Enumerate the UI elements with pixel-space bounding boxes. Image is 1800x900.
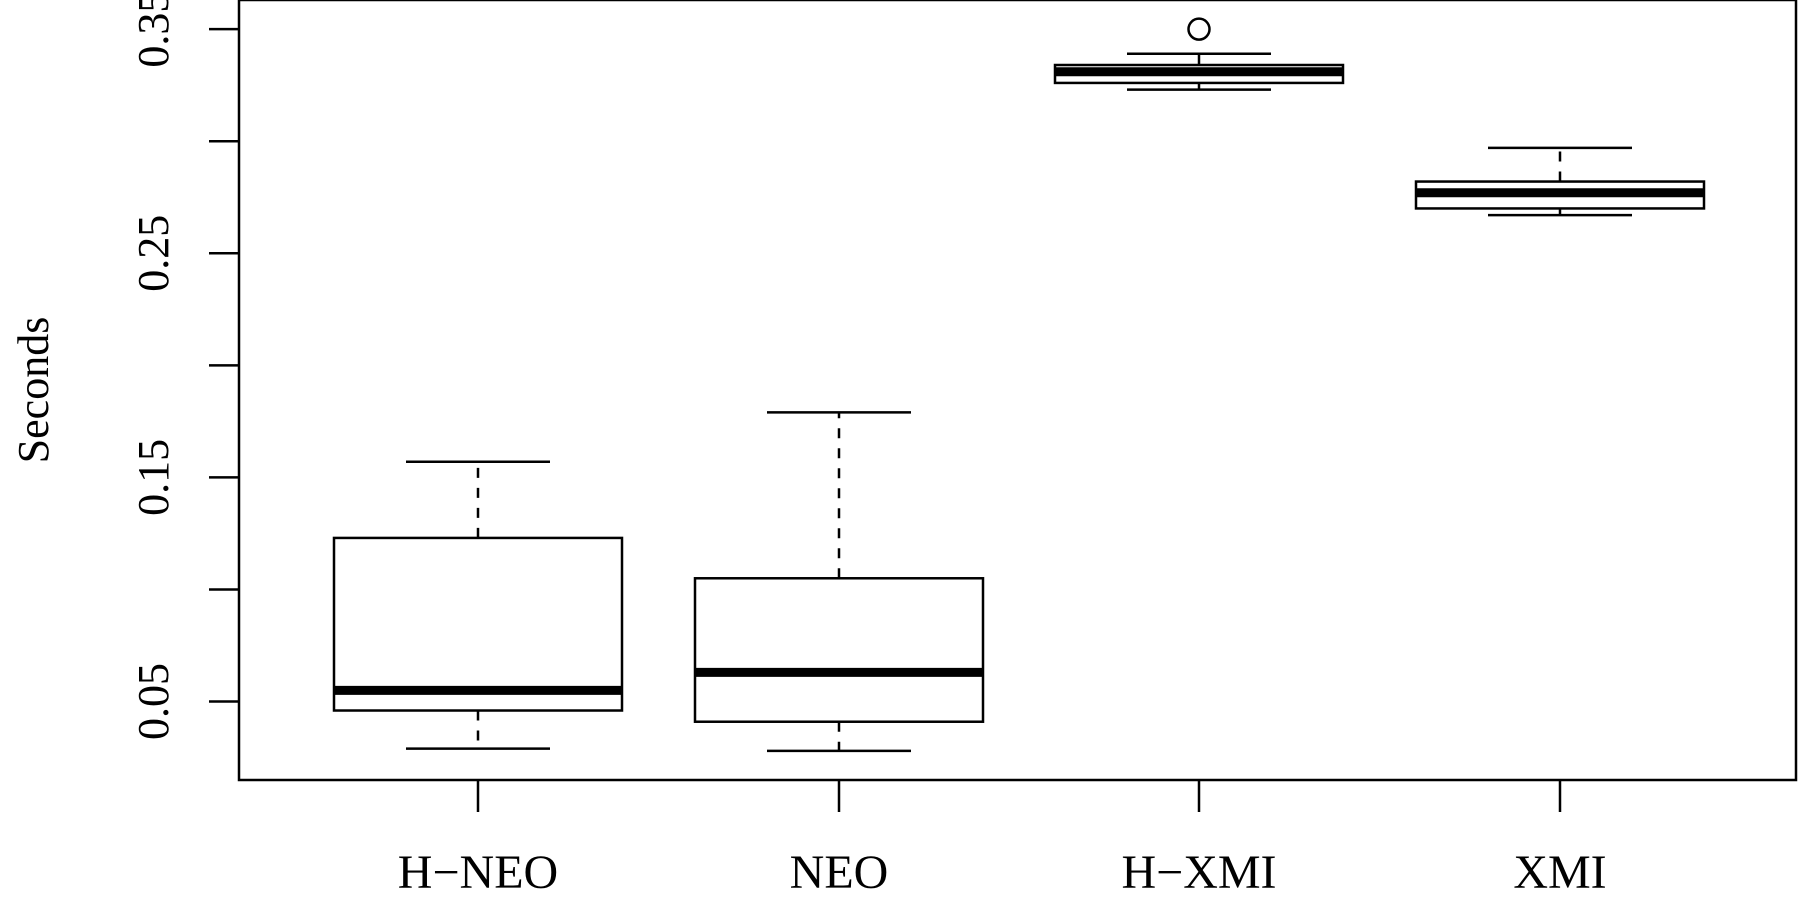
x-tick-label: H−XMI (1121, 846, 1276, 899)
y-axis-label: Seconds (9, 317, 58, 464)
outlier-point (1187, 17, 1211, 41)
box-group (693, 411, 985, 753)
x-tick-label: XMI (1513, 846, 1606, 899)
box-group (1414, 146, 1706, 217)
boxes-layer (332, 17, 1706, 753)
y-tick-label: 0.35 (129, 0, 178, 68)
box-group (332, 460, 624, 750)
box-iqr (332, 536, 624, 712)
x-tick-label: NEO (790, 846, 889, 899)
x-tick-label: H−NEO (398, 846, 558, 899)
y-tick-label: 0.05 (129, 663, 178, 740)
y-tick-label: 0.15 (129, 439, 178, 516)
y-tick-label: 0.25 (129, 215, 178, 292)
y-axis: 0.05 0.15 0.25 0.35 (129, 0, 239, 740)
box-iqr (693, 577, 985, 723)
x-axis: H−NEO NEO H−XMI XMI (398, 780, 1607, 899)
box-group (1053, 17, 1345, 91)
plot-frame (237, 0, 1798, 782)
